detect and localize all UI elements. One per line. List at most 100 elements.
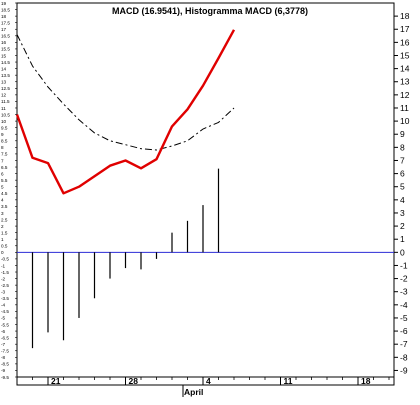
right-y-tick-label: 12 (400, 90, 410, 100)
left-y-tick-label: -9 (1, 368, 6, 373)
left-y-tick-label: 12 (1, 93, 7, 98)
right-y-tick-label: -5 (400, 313, 408, 323)
signal-line (16, 34, 235, 151)
x-tick-label: 11 (284, 376, 293, 386)
macd-line (15, 29, 236, 195)
right-y-tick-label: 4 (400, 195, 405, 205)
left-y-tick-label: -0.5 (1, 257, 9, 262)
left-y-tick-label: -9.5 (1, 375, 9, 380)
left-y-tick-label: 5 (1, 185, 4, 190)
left-y-tick-label: 11.5 (1, 99, 10, 104)
left-y-tick-label: 14.5 (1, 60, 10, 65)
right-y-tick-label: -4 (400, 300, 408, 310)
axes (16, 2, 395, 386)
left-y-tick-label: 7.5 (1, 152, 8, 157)
left-y-tick-label: 19 (1, 1, 7, 6)
x-tick-label: 21 (51, 376, 61, 386)
left-y-tick-label: 6 (1, 171, 4, 176)
macd-line-layer (15, 29, 236, 195)
left-y-tick-label: 4.5 (1, 191, 8, 196)
left-y-tick-label: -5 (1, 316, 6, 321)
left-y-tick-label: 8 (1, 145, 4, 150)
right-y-tick-label: 9 (400, 129, 405, 139)
ticks-layer: 1817161514131211109876543210-1-2-3-4-5-6… (1, 1, 410, 397)
left-y-tick-label: 3 (1, 211, 4, 216)
left-y-tick-label: 15 (1, 53, 7, 58)
left-y-tick-label: -3.5 (1, 296, 9, 301)
right-y-tick-label: 13 (400, 77, 410, 87)
left-y-tick-label: 4 (1, 198, 4, 203)
left-y-tick-label: -8 (1, 355, 6, 360)
x-tick-label: 4 (206, 376, 211, 386)
right-y-tick-label: 6 (400, 169, 405, 179)
signal-line-layer (16, 34, 235, 151)
left-y-tick-label: 14 (1, 66, 7, 71)
left-y-tick-label: 5.5 (1, 178, 8, 183)
left-y-tick-label: 18.5 (1, 7, 10, 12)
x-axis-month-label: April (184, 387, 203, 397)
left-y-tick-label: 0 (1, 250, 4, 255)
right-y-tick-label: -8 (400, 352, 408, 362)
left-y-tick-label: -6.5 (1, 335, 9, 340)
left-y-tick-label: 9 (1, 132, 4, 137)
left-y-tick-label: -2 (1, 276, 6, 281)
left-y-tick-label: 10 (1, 119, 7, 124)
left-y-tick-label: -1.5 (1, 270, 9, 275)
right-y-tick-label: 2 (400, 221, 405, 231)
left-y-tick-label: 11 (1, 106, 6, 111)
right-y-tick-label: -6 (400, 326, 408, 336)
x-tick-label: 18 (361, 376, 371, 386)
right-y-tick-label: -2 (400, 274, 408, 284)
left-y-tick-label: 16.5 (1, 34, 10, 39)
left-y-tick-label: -6 (1, 329, 6, 334)
right-y-tick-label: 1 (400, 234, 405, 244)
left-y-tick-label: -3 (1, 290, 6, 295)
left-y-tick-label: 17.5 (1, 20, 10, 25)
right-y-tick-label: -3 (400, 287, 408, 297)
histogram-layer (31, 168, 220, 349)
right-y-tick-label: 18 (400, 11, 410, 21)
left-y-tick-label: 13.5 (1, 73, 10, 78)
left-y-tick-label: 12.5 (1, 86, 10, 91)
right-y-tick-label: -7 (400, 339, 408, 349)
left-y-tick-label: 17 (1, 27, 7, 32)
left-y-tick-label: -1 (1, 263, 6, 268)
left-y-tick-label: 13 (1, 80, 7, 85)
left-y-tick-label: -8.5 (1, 362, 9, 367)
right-y-tick-label: 14 (400, 64, 410, 74)
x-tick-label: 28 (129, 376, 139, 386)
chart-title: MACD (16.9541), Histogramma MACD (6,3778… (112, 6, 308, 16)
left-y-tick-label: -7.5 (1, 349, 9, 354)
right-y-tick-label: 5 (400, 182, 405, 192)
left-y-tick-label: 3.5 (1, 204, 8, 209)
left-y-tick-label: 1 (1, 237, 4, 242)
right-y-tick-label: 7 (400, 155, 405, 165)
left-y-tick-label: 9.5 (1, 125, 8, 130)
right-y-tick-label: -1 (400, 260, 408, 270)
left-y-tick-label: -7 (1, 342, 6, 347)
left-y-tick-label: 0.5 (1, 244, 8, 249)
right-y-tick-label: 15 (400, 50, 410, 60)
left-y-tick-label: -4.5 (1, 309, 9, 314)
plot-frame (16, 2, 395, 386)
right-y-tick-label: 8 (400, 142, 405, 152)
left-y-tick-label: 6.5 (1, 165, 8, 170)
right-y-tick-label: 3 (400, 208, 405, 218)
right-y-tick-label: 11 (400, 103, 409, 113)
left-y-tick-label: 1.5 (1, 230, 8, 235)
left-y-tick-label: 15.5 (1, 47, 10, 52)
left-y-tick-label: -4 (1, 303, 6, 308)
right-y-tick-label: -9 (400, 365, 408, 375)
left-y-tick-label: 8.5 (1, 139, 8, 144)
left-y-tick-label: 2.5 (1, 217, 8, 222)
left-y-tick-label: 16 (1, 40, 7, 45)
right-y-tick-label: 0 (400, 247, 405, 257)
left-y-tick-label: 2 (1, 224, 4, 229)
left-y-tick-label: -2.5 (1, 283, 9, 288)
right-y-tick-label: 17 (400, 24, 410, 34)
left-y-tick-label: 7 (1, 158, 4, 163)
left-y-tick-label: 18 (1, 14, 7, 19)
left-y-tick-label: -5.5 (1, 322, 9, 327)
